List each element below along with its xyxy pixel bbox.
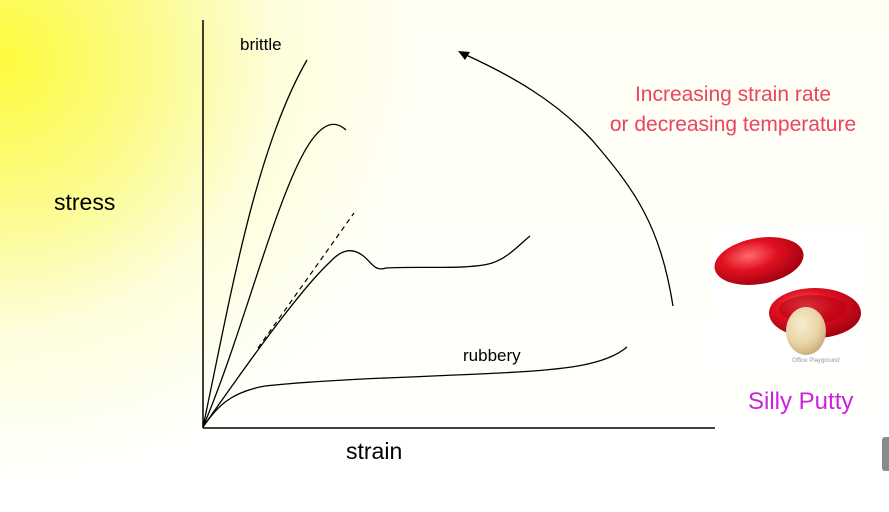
scrollbar-handle[interactable] bbox=[882, 437, 889, 471]
ductile-curve bbox=[202, 123, 347, 428]
annotation-line-2: or decreasing temperature bbox=[609, 113, 857, 136]
silly-putty-photo bbox=[712, 228, 868, 370]
putty-ball bbox=[786, 307, 826, 355]
rubbery-label: rubbery bbox=[463, 346, 521, 365]
arrowhead-icon bbox=[458, 51, 470, 60]
silly-putty-caption: Silly Putty bbox=[748, 388, 854, 415]
brittle-curve bbox=[202, 59, 308, 428]
strain-rate-annotation: Increasing strain rate or decreasing tem… bbox=[588, 80, 878, 140]
curved-arrow-icon bbox=[463, 53, 674, 307]
brittle-label: brittle bbox=[240, 35, 282, 54]
elastic-extension-dashed-line bbox=[257, 212, 355, 349]
annotation-line-1: Increasing strain rate bbox=[634, 83, 832, 106]
yielding-curve bbox=[202, 235, 531, 428]
x-axis-label: strain bbox=[346, 438, 403, 464]
rubbery-curve bbox=[202, 346, 628, 428]
y-axis-label: stress bbox=[54, 189, 116, 215]
photo-credit: Office Playground bbox=[792, 358, 840, 364]
putty-egg-closed bbox=[714, 237, 804, 285]
silly-putty-image bbox=[714, 237, 861, 355]
